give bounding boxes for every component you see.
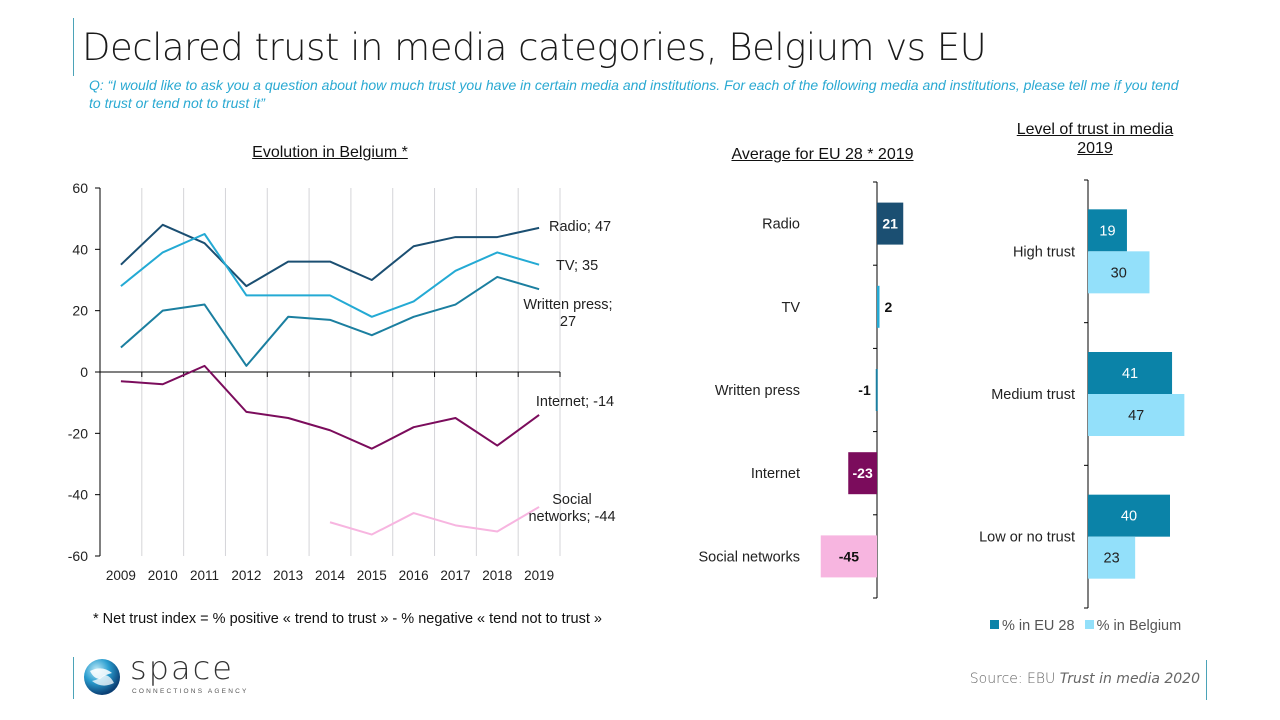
y-tick-label: -20 <box>68 425 88 441</box>
survey-question: Q: “I would like to ask you a question a… <box>89 77 1179 111</box>
trust-category-label: High trust <box>1013 244 1075 260</box>
y-tick-label: -40 <box>68 487 88 503</box>
x-tick-label: 2010 <box>148 568 178 583</box>
eu-bar-social-networks <box>820 535 877 578</box>
y-tick-label: -60 <box>68 548 88 564</box>
source-accent-bar <box>1206 660 1207 700</box>
page-title: Declared trust in media categories, Belg… <box>82 26 987 69</box>
x-tick-label: 2016 <box>399 568 429 583</box>
trust-bar-belgium <box>1088 251 1150 294</box>
series-label-internet: Internet; -14 <box>536 394 614 410</box>
eu-bar-value-label: 2 <box>885 299 893 315</box>
trust-bar-value-label: 23 <box>1104 551 1120 567</box>
source-citation: Source: EBU Trust in media 2020 <box>970 671 1200 687</box>
trust-level-legend: % in EU 28 % in Belgium <box>990 618 1181 634</box>
logo-tagline: CONNECTIONS AGENCY <box>132 688 249 695</box>
space-logo: space CONNECTIONS AGENCY <box>73 649 262 700</box>
series-line-written-press <box>120 275 540 367</box>
logo-wordmark: space <box>130 649 234 687</box>
eu-bar-tv <box>877 285 880 328</box>
series-label-social-networks: networks; -44 <box>528 509 615 525</box>
y-tick-label: 40 <box>72 241 88 257</box>
trust-bar-value-label: 41 <box>1122 366 1138 382</box>
trust-bar-value-label: 30 <box>1111 265 1127 281</box>
legend-label-eu28: % in EU 28 <box>1002 618 1075 634</box>
source-prefix: Source: EBU <box>969 671 1060 687</box>
trust-bar-value-label: 19 <box>1099 223 1115 239</box>
eu-bar-chart-title: Average for EU 28 * 2019 <box>731 146 914 163</box>
trust-bar-value-label: 47 <box>1128 408 1144 424</box>
x-tick-label: 2011 <box>190 568 219 583</box>
eu-bar-value-label: -23 <box>853 465 873 481</box>
x-tick-label: 2012 <box>231 568 261 583</box>
legend-swatch-eu28 <box>990 620 999 629</box>
series-line-social-networks <box>329 506 540 536</box>
y-tick-label: 20 <box>72 303 88 319</box>
trust-bar-eu28 <box>1088 352 1173 394</box>
x-tick-label: 2018 <box>482 568 512 583</box>
sphere-logo-icon <box>84 659 120 695</box>
trust-category-label: Low or no trust <box>979 530 1075 546</box>
eu-bar-category-label: Written press <box>715 383 800 399</box>
line-chart-title: Evolution in Belgium * <box>252 144 408 161</box>
x-tick-label: 2014 <box>315 568 346 583</box>
footnote: * Net trust index = % positive « trend t… <box>93 611 602 627</box>
x-tick-label: 2009 <box>106 568 136 583</box>
y-tick-label: 60 <box>72 180 88 196</box>
source-title: Trust in media 2020 <box>1059 671 1200 687</box>
eu-bar-value-label: 21 <box>882 216 898 232</box>
series-label-written-press: Written press; <box>523 297 612 313</box>
legend-swatch-belgium <box>1084 620 1094 629</box>
x-tick-label: 2019 <box>524 568 554 583</box>
eu-bar-value-label: -1 <box>858 382 871 398</box>
eu-bar-category-label: TV <box>781 300 800 316</box>
eu-bar-written-press <box>875 369 878 411</box>
series-line-tv <box>120 233 540 318</box>
title-accent-bar <box>73 18 74 76</box>
x-tick-label: 2015 <box>357 568 387 583</box>
eu-bar-internet <box>848 452 877 495</box>
series-label-radio: Radio; 47 <box>549 219 611 235</box>
x-tick-label: 2013 <box>273 568 303 583</box>
x-tick-label: 2017 <box>440 568 470 583</box>
eu-bar-category-label: Radio <box>762 217 800 233</box>
trust-bar-belgium <box>1088 536 1136 579</box>
trust-bar-belgium <box>1088 394 1185 436</box>
eu-bar-category-label: Internet <box>751 466 800 482</box>
eu-bar-radio <box>877 202 904 245</box>
trust-bar-eu28 <box>1088 209 1127 252</box>
eu-bar-category-label: Social networks <box>698 549 800 565</box>
trust-bar-value-label: 40 <box>1121 509 1137 525</box>
series-line-internet <box>120 364 540 450</box>
series-label-written-press: 27 <box>560 314 576 330</box>
trust-category-label: Medium trust <box>991 387 1075 403</box>
trust-bar-eu28 <box>1088 494 1170 537</box>
series-label-social-networks: Social <box>552 492 592 508</box>
series-line-radio <box>120 223 540 288</box>
series-label-tv: TV; 35 <box>556 258 598 274</box>
y-tick-label: 0 <box>80 364 88 380</box>
legend-label-belgium: % in Belgium <box>1096 618 1182 634</box>
eu-bar-value-label: -45 <box>839 548 859 564</box>
trust-level-chart-title: Level of trust in media 2019 <box>1016 121 1174 157</box>
logo-accent-bar <box>73 657 74 699</box>
